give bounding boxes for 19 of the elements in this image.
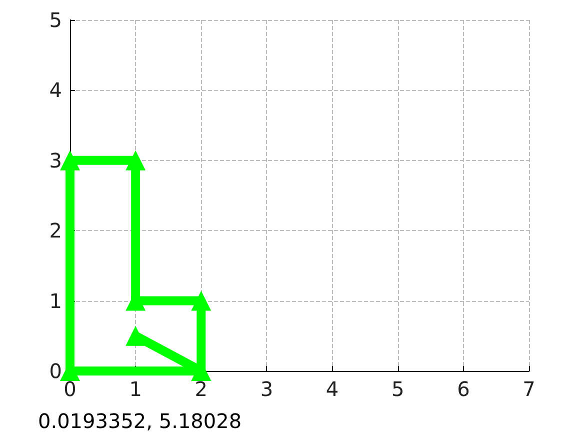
x-tick-label: 6: [457, 377, 470, 401]
y-tick-label: 2: [49, 218, 62, 243]
point: [191, 290, 212, 311]
y-tick-label: 4: [49, 78, 62, 102]
x-tick-label: 7: [522, 377, 536, 401]
y-tick-label: 1: [49, 288, 62, 313]
text: 0.0193352, 5.18028: [38, 409, 242, 433]
point: [126, 150, 146, 170]
x-tick-label: 5: [391, 377, 404, 401]
point: [126, 326, 146, 346]
x-tick-label: 3: [260, 377, 274, 401]
y-tick-label: 3: [49, 148, 62, 172]
x-tick-label: 2: [194, 377, 208, 401]
x-tick-label: 1: [129, 377, 142, 401]
x-tick-label: 0: [64, 377, 76, 401]
x-tick-label: 4: [326, 377, 339, 401]
y-tick-label: 0: [49, 359, 62, 383]
y-tick-label: 5: [49, 8, 62, 32]
point: [60, 150, 80, 170]
